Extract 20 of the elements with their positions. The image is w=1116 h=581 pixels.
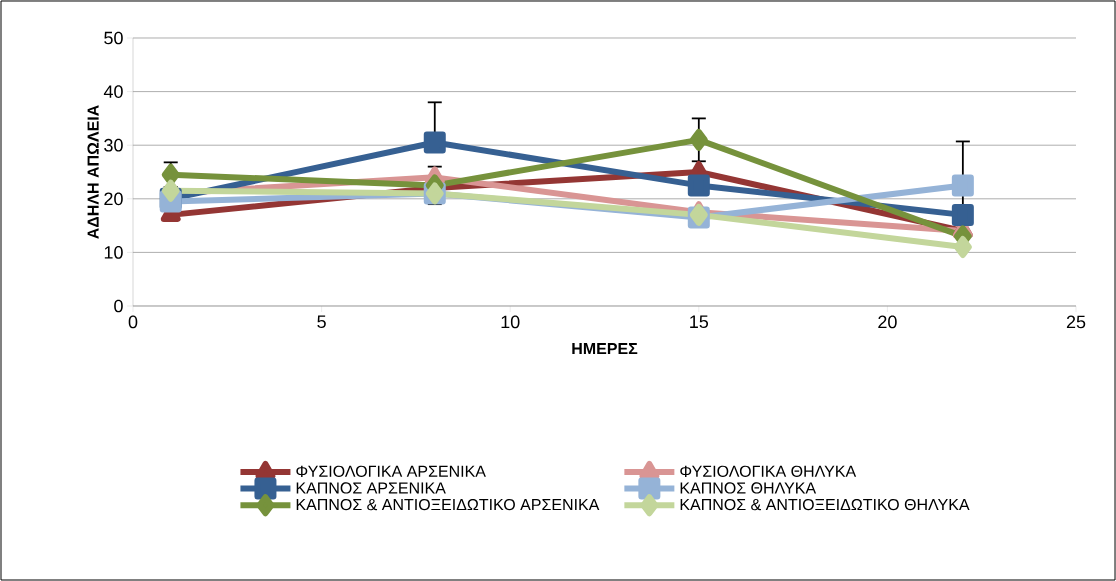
legend-label: ΚΑΠΝΟΣ & ΑΝΤΙΟΞΕΙΔΩΤΙΚΟ ΑΡΣΕΝΙΚΑ: [296, 498, 600, 511]
y-tick-label: 10: [104, 246, 123, 259]
legend-label: ΦΥΣΙΟΛΟΓΙΚΑ ΘΗΛΥΚΑ: [680, 465, 857, 477]
x-tick-label: 10: [501, 315, 520, 329]
y-tick-label: 0: [114, 299, 123, 313]
y-tick-label: 40: [103, 85, 123, 98]
x-tick-label: 5: [317, 315, 326, 329]
legend-label: ΚΑΠΝΟΣ ΘΗΛΥΚΑ: [680, 482, 817, 494]
y-axis-title: ΑΔΗΛΗ ΑΠΩΛΕΙΑ: [87, 105, 99, 239]
y-tick-label: 50: [104, 31, 123, 45]
legend-label: ΚΑΠΝΟΣ & ΑΝΤΙΟΞΕΙΔΩΤΙΚΟ ΘΗΛΥΚΑ: [680, 498, 970, 511]
x-tick-label: 25: [1066, 315, 1086, 329]
legend-label: ΦΥΣΙΟΛΟΓΙΚΑ ΑΡΣΕΝΙΚΑ: [296, 465, 486, 477]
y-tick-label: 30: [104, 138, 123, 152]
legend-label: ΚΑΠΝΟΣ ΑΡΣΕΝΙΚΑ: [296, 482, 446, 494]
x-tick-label: 20: [878, 315, 897, 329]
x-axis-title: ΗΜΕΡΕΣ: [572, 343, 638, 355]
x-tick-label: 15: [690, 315, 709, 329]
y-tick-label: 20: [104, 192, 123, 206]
x-tick-label: 0: [128, 315, 138, 329]
